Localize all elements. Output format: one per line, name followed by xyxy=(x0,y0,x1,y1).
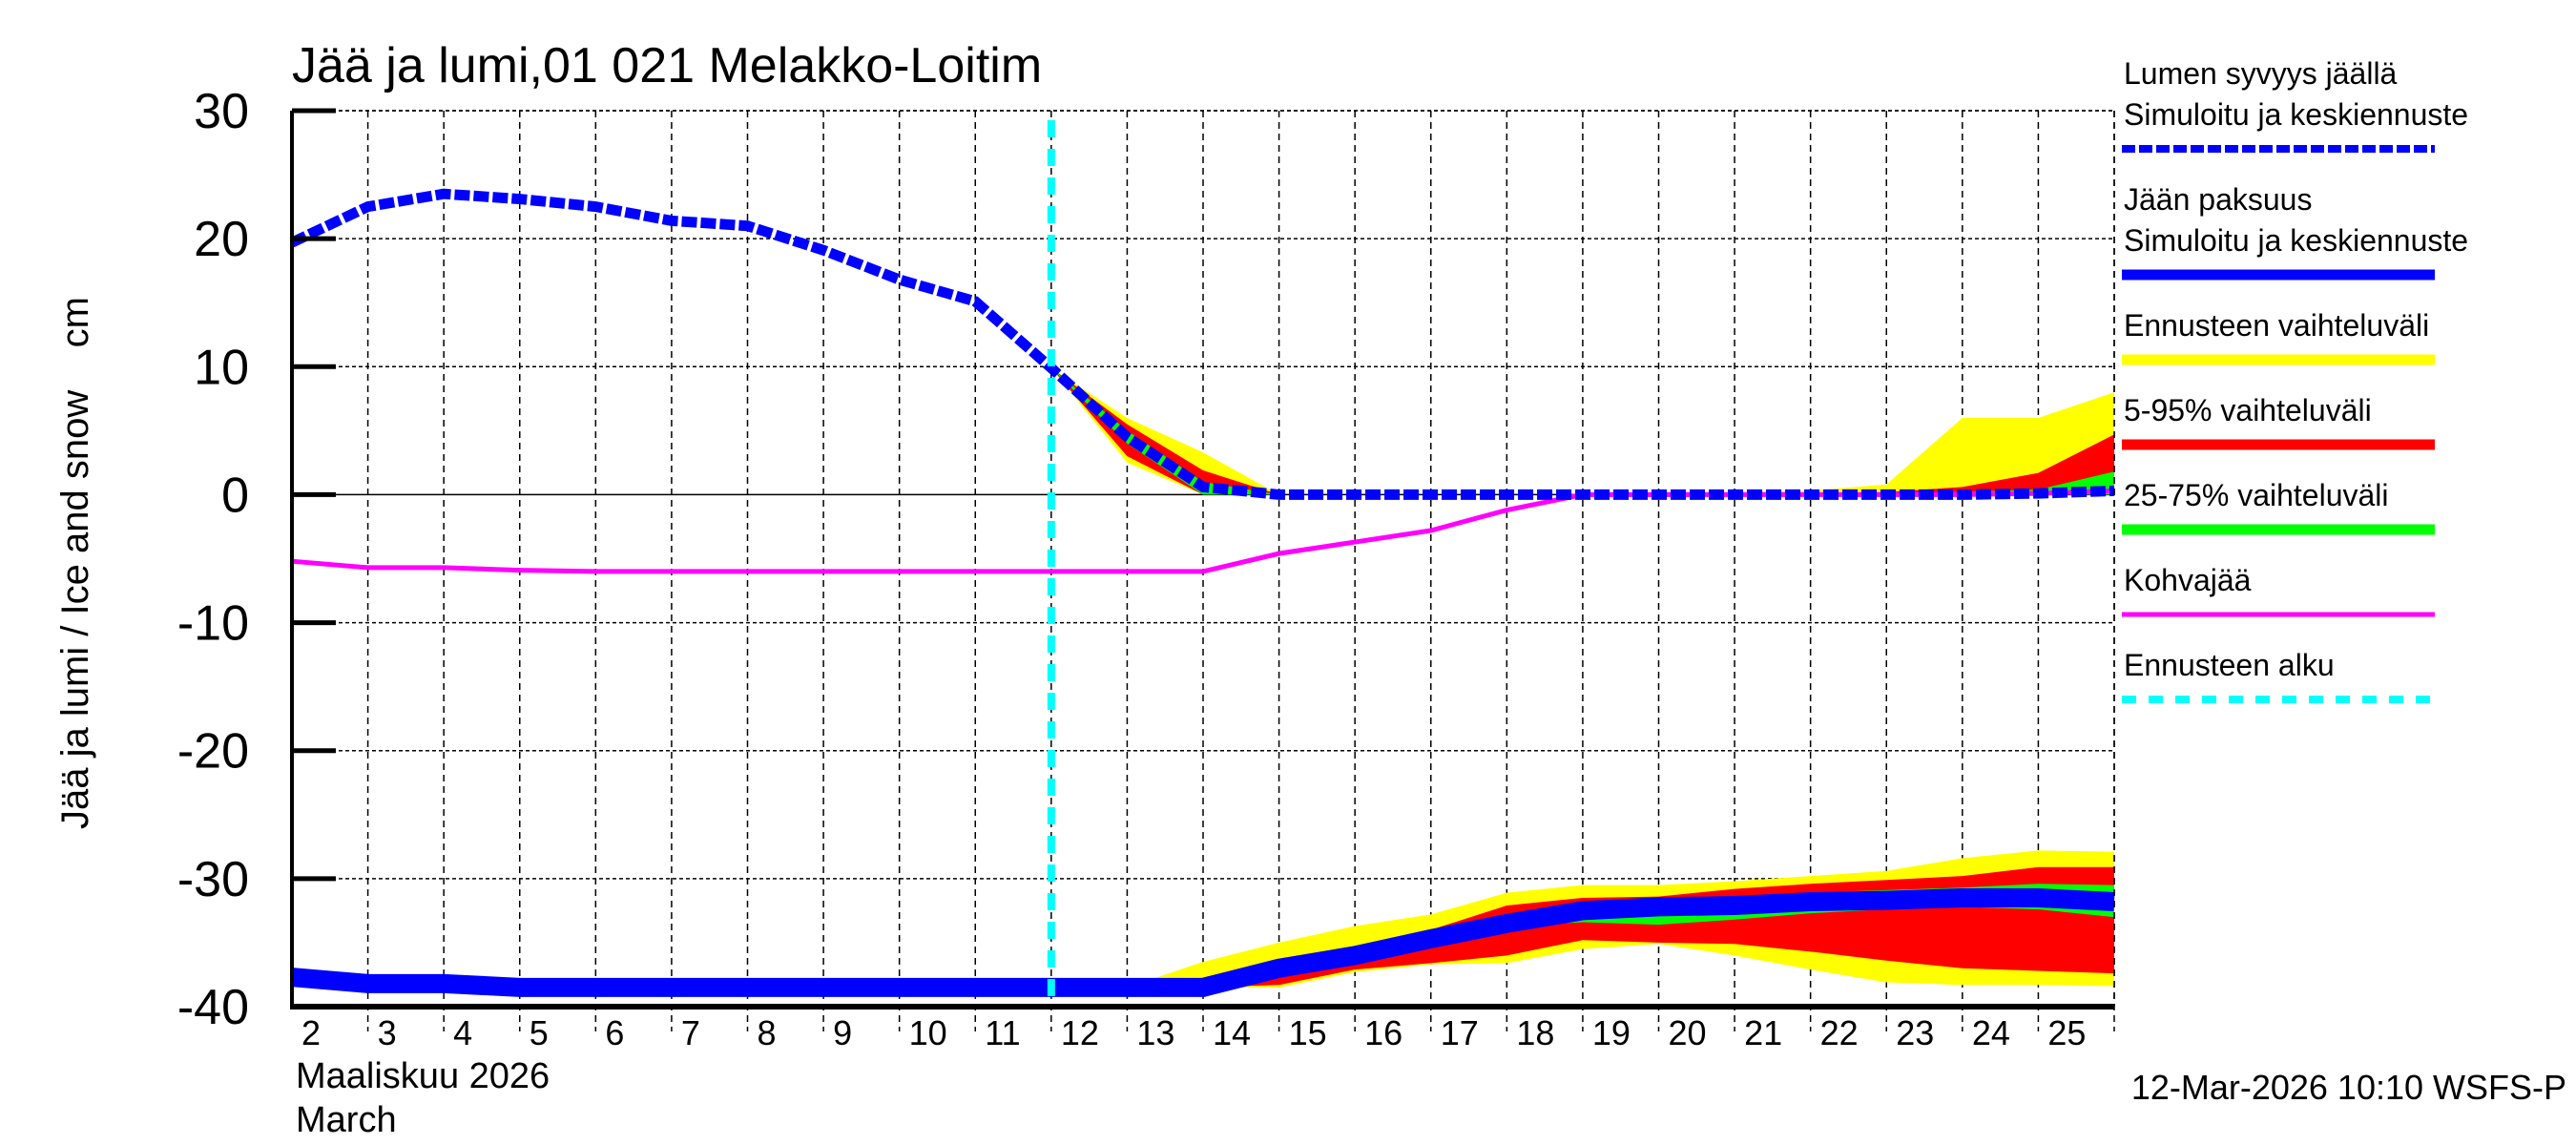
legend-label: Ennusteen alku xyxy=(2124,648,2335,682)
x-tick-label: 12 xyxy=(1061,1013,1099,1052)
legend-label: Jään paksuus xyxy=(2124,182,2312,217)
y-tick-label: 20 xyxy=(194,212,249,267)
x-axis-label-month-fi: Maaliskuu 2026 xyxy=(296,1056,550,1096)
legend-label: 5-95% vaihteluväli xyxy=(2124,393,2372,427)
chart-title: Jää ja lumi,01 021 Melakko-Loitim xyxy=(292,38,1042,94)
footer-timestamp: 12-Mar-2026 10:10 WSFS-P xyxy=(2131,1068,2566,1107)
x-tick-label: 7 xyxy=(681,1013,700,1052)
y-tick-label: 30 xyxy=(194,84,249,139)
x-tick-label: 9 xyxy=(833,1013,852,1052)
x-tick-label: 8 xyxy=(758,1013,777,1052)
x-tick-label: 24 xyxy=(1972,1013,2010,1052)
x-tick-label: 6 xyxy=(605,1013,624,1052)
x-tick-label: 14 xyxy=(1213,1013,1251,1052)
x-tick-label: 4 xyxy=(453,1013,472,1052)
y-tick-labels: 30 20 10 0 -10 -20 -30 -40 xyxy=(177,84,249,1035)
y-tick-label: 0 xyxy=(221,468,249,523)
legend-label: Simuloitu ja keskiennuste xyxy=(2124,97,2468,132)
y-tick-label: -30 xyxy=(177,852,249,907)
x-tick-label: 11 xyxy=(985,1013,1020,1052)
x-tick-label: 17 xyxy=(1441,1013,1479,1052)
x-tick-label: 25 xyxy=(2047,1013,2086,1052)
axes xyxy=(290,108,2115,1010)
x-tick-label: 22 xyxy=(1820,1013,1859,1052)
y-axis-label: Jää ja lumi / Ice and snow cm xyxy=(54,297,96,829)
ice-thickness-line xyxy=(291,887,2115,997)
series-lines xyxy=(289,120,2115,1007)
legend-label: Lumen syvyys jäällä xyxy=(2124,56,2398,91)
x-tick-label: 3 xyxy=(378,1013,397,1052)
legend-label: Kohvajää xyxy=(2124,563,2252,597)
x-tick-label: 5 xyxy=(530,1013,549,1052)
x-axis-label-month-en: March xyxy=(296,1100,397,1140)
x-tick-label: 20 xyxy=(1669,1013,1707,1052)
x-tick-label: 23 xyxy=(1896,1013,1934,1052)
snow-depth-line xyxy=(289,188,2115,500)
x-tick-label: 13 xyxy=(1136,1013,1174,1052)
y-tick-label: -10 xyxy=(177,596,249,652)
x-tick-label: 10 xyxy=(909,1013,947,1052)
x-tick-label: 21 xyxy=(1744,1013,1782,1052)
x-tick-labels: 2 3 4 5 6 7 8 9 10 11 12 13 14 15 16 17 18 19 20 21 22 23 24 25 xyxy=(301,1013,2086,1052)
y-tick-label: -20 xyxy=(177,724,249,780)
snow-band-red xyxy=(1050,367,2114,495)
legend-label: 25-75% vaihteluväli xyxy=(2124,478,2389,512)
x-tick-label: 19 xyxy=(1592,1013,1631,1052)
x-tick-label: 15 xyxy=(1289,1013,1327,1052)
y-tick-label: -40 xyxy=(177,980,249,1035)
y-tick-label: 10 xyxy=(194,340,249,395)
legend: Lumen syvyys jäällä Simuloitu ja keskienn… xyxy=(2122,56,2468,703)
x-tick-label: 2 xyxy=(301,1013,321,1052)
legend-label: Simuloitu ja keskiennuste xyxy=(2124,223,2468,258)
legend-label: Ennusteen vaihteluväli xyxy=(2124,308,2429,343)
x-tick-label: 18 xyxy=(1516,1013,1554,1052)
x-tick-label: 16 xyxy=(1364,1013,1402,1052)
